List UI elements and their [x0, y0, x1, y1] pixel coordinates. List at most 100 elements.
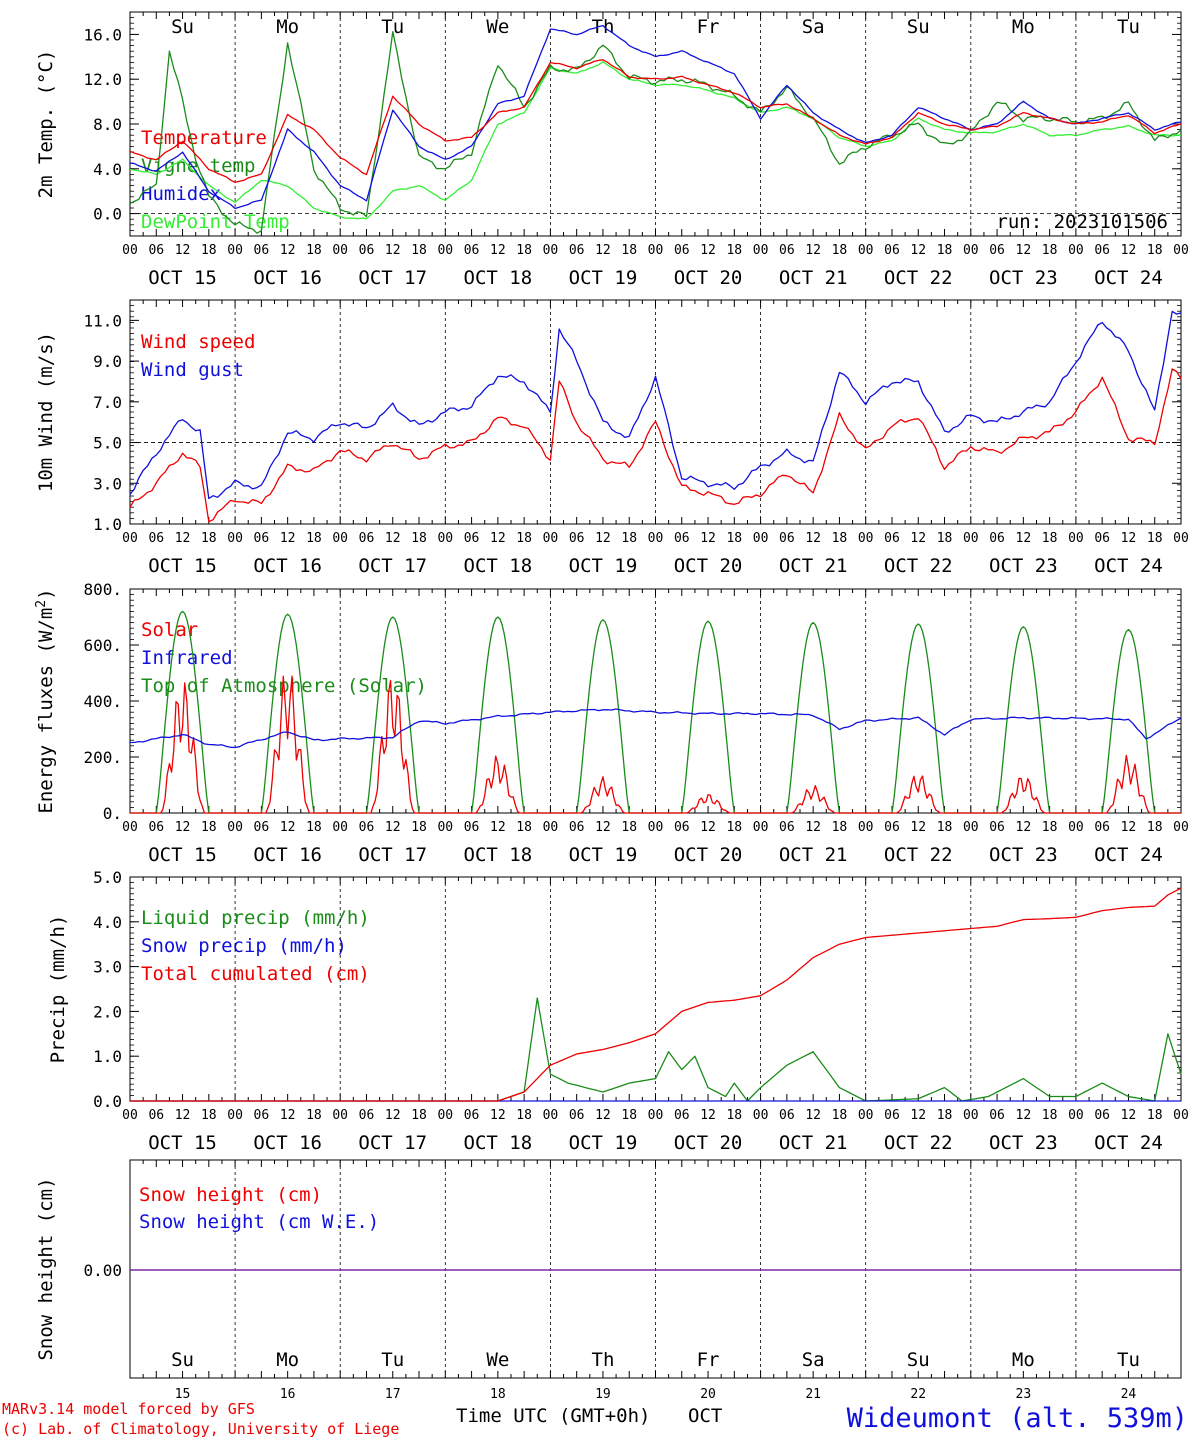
hour-tick-label: 06: [569, 820, 585, 835]
hour-tick-label: 12: [805, 820, 821, 835]
hour-tick-label: 00: [753, 243, 769, 258]
date-label: OCT 22: [884, 555, 953, 577]
hour-tick-label: 06: [1094, 243, 1110, 258]
date-label: OCT 17: [358, 555, 427, 577]
hour-tick-label: 12: [385, 531, 401, 546]
date-label: OCT 23: [989, 267, 1058, 289]
hour-tick-label: 18: [937, 820, 953, 835]
hour-tick-label: 18: [306, 243, 322, 258]
hour-tick-label: 00: [122, 820, 138, 835]
day-name-bottom: Fr: [697, 1349, 720, 1371]
footer: MARv3.14 model forced by GFS (c) Lab. of…: [2, 1400, 1188, 1438]
snow-panel: Snow height (cm) Snow height (cm) Snow h…: [35, 1159, 1182, 1379]
hour-tick-label: 06: [989, 820, 1005, 835]
hour-tick-label: 06: [884, 820, 900, 835]
hour-tick-label: 06: [254, 820, 270, 835]
hour-tick-label: 12: [490, 1108, 506, 1123]
y-tick-label: 0.0: [93, 1092, 122, 1111]
panel-grid-2: 00 06 12 18 00 06 12 18 00 06 12 18 00 06 12 18 00 06 12 18…: [122, 589, 1189, 866]
hour-tick-label: 00: [1173, 820, 1189, 835]
date-label: OCT 20: [674, 844, 743, 866]
y-axis-3: 0.0 1.0 2.0 3.0 4.0 5.0: [93, 868, 1181, 1111]
date-label: OCT 15: [148, 1132, 217, 1154]
day-name-bottom: Mo: [1012, 1349, 1035, 1371]
day-number: 18: [490, 1387, 506, 1402]
y-tick-label: 1.0: [93, 515, 122, 534]
hour-tick-label: 00: [437, 531, 453, 546]
hour-tick-label: 12: [1016, 243, 1032, 258]
hour-tick-label: 12: [490, 243, 506, 258]
y-tick-label: 7.0: [93, 393, 122, 412]
hour-tick-label: 12: [595, 1108, 611, 1123]
hour-tick-label: 18: [726, 1108, 742, 1123]
series-solar: [130, 675, 1181, 814]
hour-tick-label: 00: [227, 531, 243, 546]
hour-tick-label: 12: [280, 820, 296, 835]
hour-tick-label: 00: [648, 243, 664, 258]
hour-tick-label: 06: [884, 1108, 900, 1123]
hour-tick-label: 12: [595, 243, 611, 258]
hour-tick-label: 12: [280, 531, 296, 546]
hour-tick-label: 06: [464, 531, 480, 546]
date-label: OCT 19: [569, 844, 638, 866]
hour-tick-label: 00: [963, 1108, 979, 1123]
hour-tick-label: 12: [1016, 531, 1032, 546]
hour-tick-label: 18: [411, 243, 427, 258]
hour-tick-label: 18: [832, 243, 848, 258]
y-tick-label: 0.0: [93, 205, 122, 224]
day-name-bottom: Mo: [276, 1349, 299, 1371]
hour-tick-label: 00: [1173, 243, 1189, 258]
y-tick-label: 9.0: [93, 352, 122, 371]
legend-snow-height: Snow height (cm): [139, 1184, 322, 1206]
date-label: OCT 24: [1094, 267, 1163, 289]
hour-tick-label: 12: [1016, 820, 1032, 835]
hour-tick-label: 00: [753, 531, 769, 546]
hour-tick-label: 06: [359, 531, 375, 546]
hour-tick-label: 00: [227, 243, 243, 258]
hour-tick-label: 18: [201, 243, 217, 258]
hour-tick-label: 18: [726, 820, 742, 835]
hour-tick-label: 12: [175, 1108, 191, 1123]
hour-tick-label: 12: [805, 1108, 821, 1123]
hour-tick-label: 12: [1016, 1108, 1032, 1123]
hour-tick-label: 00: [437, 1108, 453, 1123]
hour-tick-label: 00: [648, 531, 664, 546]
date-label: OCT 20: [674, 267, 743, 289]
hour-tick-label: 12: [595, 531, 611, 546]
hour-tick-label: 00: [1068, 531, 1084, 546]
date-label: OCT 24: [1094, 555, 1163, 577]
temperature-axis-title: 2m Temp. (°C): [35, 50, 57, 199]
date-label: OCT 16: [253, 267, 322, 289]
date-label: OCT 20: [674, 1132, 743, 1154]
y-tick-label: 5.0: [93, 868, 122, 887]
day-number: 17: [385, 1387, 401, 1402]
hour-tick-label: 06: [989, 531, 1005, 546]
hour-tick-label: 06: [779, 820, 795, 835]
hour-tick-label: 18: [1042, 820, 1058, 835]
hour-tick-label: 06: [359, 243, 375, 258]
hour-tick-label: 18: [832, 531, 848, 546]
y-tick-label: 4.0: [93, 160, 122, 179]
hour-tick-label: 00: [858, 531, 874, 546]
hour-tick-label: 06: [359, 1108, 375, 1123]
hour-tick-label: 06: [884, 531, 900, 546]
date-label: OCT 19: [569, 267, 638, 289]
energy-panel-frame: [129, 588, 1182, 814]
hour-tick-label: 18: [621, 243, 637, 258]
hour-tick-label: 18: [726, 531, 742, 546]
hour-tick-label: 00: [1173, 531, 1189, 546]
hour-tick-label: 00: [332, 243, 348, 258]
hour-tick-label: 00: [543, 531, 559, 546]
hour-tick-label: 00: [1173, 1108, 1189, 1123]
hour-tick-label: 00: [543, 1108, 559, 1123]
hour-tick-label: 06: [989, 1108, 1005, 1123]
hour-tick-label: 18: [201, 531, 217, 546]
y-tick-label: 1.0: [93, 1047, 122, 1066]
hour-tick-label: 06: [779, 1108, 795, 1123]
hour-tick-label: 12: [175, 243, 191, 258]
hour-tick-label: 06: [1094, 820, 1110, 835]
hour-tick-label: 00: [122, 531, 138, 546]
day-name-top: Tu: [381, 16, 404, 38]
y-axis-2: 0. 200. 400. 600. 800.: [83, 580, 1181, 823]
hour-tick-label: 00: [227, 820, 243, 835]
